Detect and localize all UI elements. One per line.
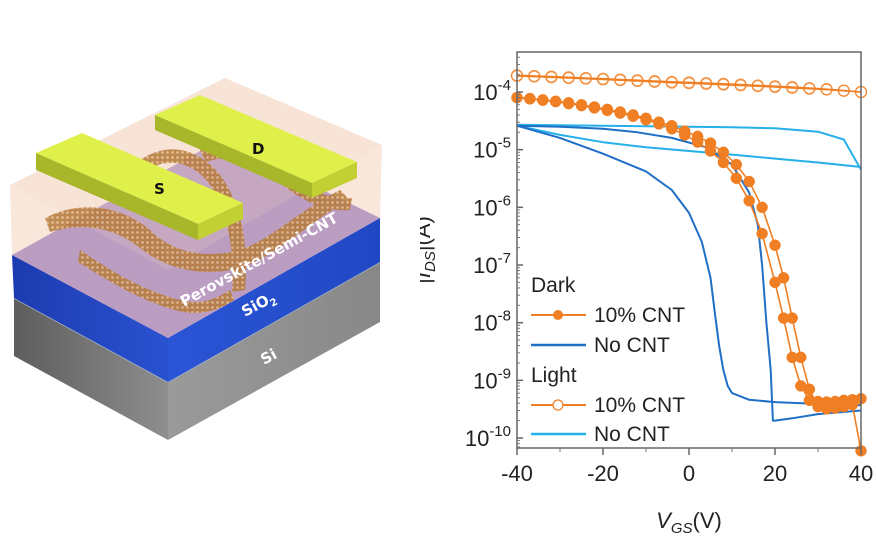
data-point-light_10cnt-rev: [562, 71, 575, 84]
svg-text:No CNT: No CNT: [594, 423, 670, 446]
y-tick-label: 10-9: [473, 365, 511, 393]
data-point-dark_10cnt-fwd: [743, 195, 755, 207]
data-point-dark_10cnt-fwd: [717, 156, 730, 169]
data-point-dark_10cnt-rev: [524, 92, 536, 105]
data-point-dark_10cnt-rev: [786, 312, 798, 324]
data-point-light_10cnt-rev: [682, 76, 696, 89]
data-point-dark_10cnt-rev: [756, 201, 768, 214]
data-point-light_10cnt-rev: [631, 74, 644, 87]
data-point-dark_10cnt-rev: [743, 175, 755, 188]
data-point-dark_10cnt-rev: [777, 272, 790, 284]
device-schematic: S D Perovskite/Semi-CNT SiO2 Si: [10, 78, 382, 440]
data-point-dark_10cnt-rev: [691, 130, 704, 143]
data-point-dark_10cnt-rev: [575, 99, 588, 111]
data-point-light_10cnt-rev: [700, 76, 713, 90]
data-point-dark_10cnt-rev: [627, 109, 639, 121]
x-tick-label: 0: [683, 461, 695, 486]
x-tick-label: 20: [763, 461, 787, 486]
data-point-dark_10cnt-rev: [678, 125, 691, 137]
data-point-dark_10cnt-rev: [601, 103, 614, 116]
data-point-dark_10cnt-rev: [588, 101, 601, 113]
data-point-light_10cnt-rev: [751, 79, 764, 92]
data-point-light_10cnt-rev: [786, 80, 799, 94]
data-point-light_10cnt-rev: [545, 70, 558, 83]
svg-text:10% CNT: 10% CNT: [594, 304, 685, 327]
data-point-light_10cnt-rev: [734, 78, 747, 91]
data-point-light_10cnt-rev: [803, 81, 816, 95]
data-point-dark_10cnt-rev: [803, 383, 816, 396]
data-point-dark_10cnt-rev: [537, 94, 549, 106]
y-tick-label: 10-4: [473, 77, 511, 105]
drain-electrode: [155, 95, 357, 198]
data-point-light_10cnt-rev: [579, 71, 592, 85]
series-line-dark_nocnt-forward: [516, 124, 862, 407]
y-tick-label: 10-7: [473, 250, 511, 278]
data-point-dark_10cnt-rev: [666, 119, 678, 132]
data-point-dark_10cnt-rev: [704, 137, 717, 149]
data-point-light_10cnt-rev: [596, 72, 610, 85]
y-axis-title: |IDS|(A): [420, 216, 439, 284]
data-point-light_10cnt-rev: [717, 77, 730, 90]
data-point-dark_10cnt-rev: [640, 112, 652, 125]
data-point-dark_10cnt-rev: [795, 351, 807, 364]
data-point-dark_10cnt-fwd: [730, 172, 743, 184]
x-tick-label: -20: [587, 461, 619, 486]
source-electrode: [36, 133, 243, 240]
drain-label: D: [252, 140, 264, 158]
data-point-dark_10cnt-rev: [717, 146, 730, 159]
svg-text:No CNT: No CNT: [594, 334, 670, 357]
legend-item-light-10cnt: 10% CNT: [531, 394, 685, 417]
legend-item-light-nocnt: No CNT: [531, 423, 670, 446]
y-tick-label: 10-6: [473, 192, 511, 220]
data-point-light_10cnt-rev: [648, 74, 661, 88]
data-point-light_10cnt-rev: [528, 69, 541, 83]
x-tick-label: 40: [849, 461, 873, 486]
svg-text:10% CNT: 10% CNT: [594, 394, 685, 417]
y-tick-label: 10-5: [473, 135, 511, 163]
x-axis: -40 -20 0 20 40: [501, 448, 873, 486]
legend: Dark 10% CNT No CNT Light 10% CNT No CNT: [531, 274, 685, 446]
data-point-light_10cnt-rev: [820, 83, 833, 96]
legend-group-title-dark: Dark: [531, 274, 576, 297]
y-tick-label: 10-10: [465, 423, 511, 451]
legend-item-dark-10cnt: 10% CNT: [531, 304, 685, 327]
data-point-dark_10cnt-fwd: [756, 227, 768, 240]
series-line-light_nocnt-reverse: [516, 124, 862, 168]
data-point-dark_10cnt-rev: [769, 239, 781, 252]
legend-item-dark-nocnt: No CNT: [531, 334, 670, 357]
source-label: S: [154, 180, 165, 198]
series-line-light_nocnt-forward: [516, 123, 862, 171]
plot-markers-group: [510, 69, 868, 457]
data-point-light_10cnt-rev: [614, 73, 627, 86]
data-point-light_10cnt-rev: [837, 84, 850, 97]
x-tick-label: -40: [501, 461, 533, 486]
data-point-dark_10cnt-rev: [562, 97, 575, 109]
y-tick-label: 10-8: [473, 308, 511, 336]
data-point-dark_10cnt-rev: [614, 106, 626, 118]
x-axis-title: VGS(V): [656, 508, 722, 537]
y-axis: 10-4 10-5 10-6 10-7 10-8 10-9 10-10: [465, 56, 523, 451]
data-point-dark_10cnt-rev: [549, 95, 562, 108]
legend-group-title-light: Light: [531, 364, 577, 387]
data-point-light_10cnt-rev: [665, 75, 678, 88]
data-point-dark_10cnt-rev: [846, 398, 859, 411]
si-layer-label: Si: [257, 345, 280, 368]
data-point-light_10cnt-rev: [768, 80, 782, 93]
data-point-dark_10cnt-rev: [730, 158, 743, 171]
data-point-dark_10cnt-rev: [653, 116, 665, 128]
transfer-curve-chart: 10-4 10-5 10-6 10-7 10-8 10-9 10-10 -40 -20 0 20 4…: [420, 51, 873, 537]
